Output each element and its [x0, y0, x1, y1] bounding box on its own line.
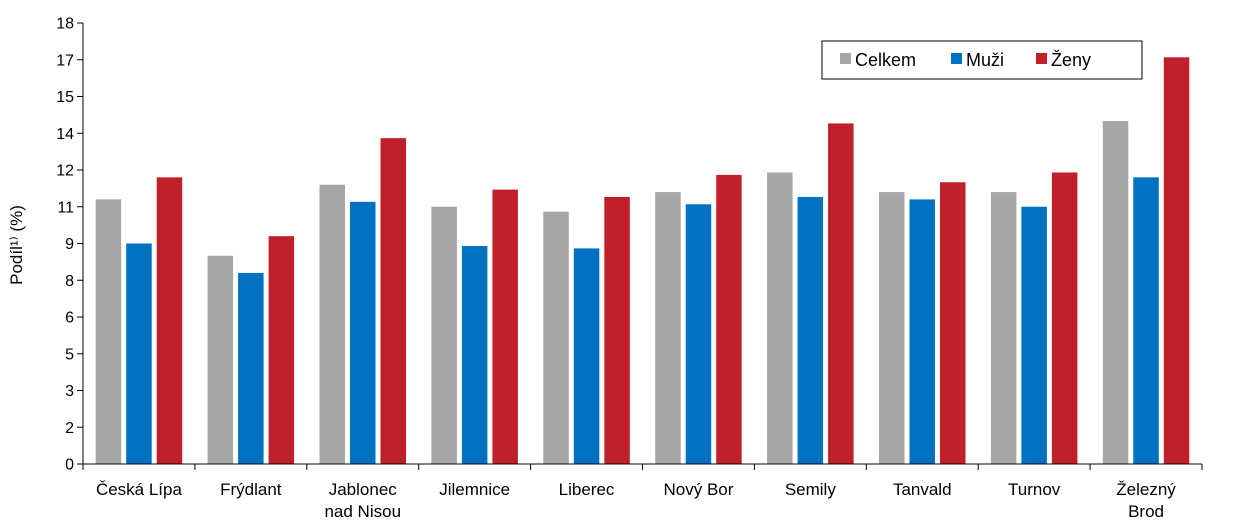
x-category-label-line: Železný — [1116, 480, 1176, 499]
x-axis-labels: Česká Lípa Frýdlant Jablonec nad Nisou Jilem… — [96, 480, 1176, 521]
bar-muži-2 — [238, 272, 264, 464]
bars — [95, 57, 1190, 465]
bar-celkem-8 — [879, 192, 905, 465]
bar-muži-8 — [909, 199, 935, 464]
y-tick-label: 14 — [56, 126, 74, 143]
x-category-label: Česká Lípa — [96, 480, 183, 499]
bar-celkem-9 — [990, 192, 1017, 465]
x-category-label: Liberec — [559, 480, 615, 499]
legend-swatch-muži — [951, 53, 962, 64]
legend-label-ženy: Ženy — [1051, 50, 1091, 70]
y-tick-label: 3 — [65, 383, 74, 400]
legend-swatch-celkem — [840, 53, 851, 64]
bar-celkem-3 — [319, 184, 345, 464]
legend-label-celkem: Celkem — [855, 50, 916, 70]
bar-muži-3 — [350, 201, 376, 464]
y-tick-label: 9 — [65, 236, 74, 253]
y-tick-label: 18 — [56, 16, 74, 33]
bar-celkem-7 — [767, 172, 793, 464]
y-tick-label: 15 — [56, 89, 74, 106]
bar-muži-4 — [461, 245, 488, 464]
x-category-label: Železný Brod — [1116, 480, 1176, 521]
x-category-label-line: Turnov — [1008, 480, 1061, 499]
y-axis-ticks: 0 2 3 5 6 8 9 11 12 14 15 17 18 — [56, 16, 83, 474]
y-tick-label: 12 — [56, 163, 74, 180]
legend-swatch-ženy — [1036, 53, 1047, 64]
bar-muži-5 — [573, 248, 600, 464]
bar-ženy-8 — [940, 182, 966, 464]
y-tick-label: 6 — [65, 310, 74, 327]
bar-muži-6 — [685, 204, 712, 465]
y-tick-label: 17 — [56, 52, 74, 69]
x-category-label-line: Jablonec — [329, 480, 398, 499]
x-category-label: Tanvald — [893, 480, 952, 499]
x-category-label-line: nad Nisou — [324, 502, 401, 521]
bar-ženy-9 — [1051, 172, 1078, 464]
legend-label-muži: Muži — [966, 50, 1004, 70]
legend-box — [821, 40, 1143, 80]
y-tick-label: 0 — [65, 457, 74, 474]
x-category-label-line: Česká Lípa — [96, 480, 183, 499]
bar-muži-7 — [797, 196, 824, 464]
bar-ženy-5 — [604, 196, 630, 464]
x-category-label-line: Tanvald — [893, 480, 952, 499]
axes — [82, 23, 1203, 470]
bar-celkem-10 — [1102, 121, 1129, 464]
bar-muži-9 — [1021, 206, 1047, 464]
bar-ženy-1 — [156, 177, 183, 464]
y-axis-title: Podíl¹⁾ (%) — [7, 205, 26, 285]
x-category-label-line: Liberec — [559, 480, 615, 499]
bar-celkem-4 — [431, 206, 457, 464]
x-category-label: Jilemnice — [439, 480, 510, 499]
bar-celkem-1 — [95, 199, 122, 464]
x-category-label: Nový Bor — [663, 480, 733, 499]
bar-ženy-3 — [380, 138, 406, 464]
bar-celkem-2 — [207, 255, 234, 464]
y-tick-label: 5 — [65, 346, 74, 363]
y-tick-label: 11 — [57, 199, 74, 216]
x-category-label: Jablonec nad Nisou — [324, 480, 401, 521]
x-category-label: Semily — [785, 480, 837, 499]
y-tick-label: 8 — [65, 273, 74, 290]
bar-celkem-6 — [655, 192, 681, 465]
x-category-label-line: Brod — [1128, 502, 1164, 521]
bar-muži-1 — [126, 243, 152, 464]
x-category-label-line: Semily — [785, 480, 837, 499]
bar-ženy-4 — [492, 189, 518, 464]
x-category-label: Frýdlant — [220, 480, 282, 499]
bar-ženy-7 — [828, 123, 854, 464]
x-category-label-line: Nový Bor — [663, 480, 733, 499]
bar-muži-10 — [1133, 177, 1159, 464]
legend: Celkem Muži Ženy — [821, 40, 1143, 80]
bar-ženy-6 — [716, 174, 742, 464]
y-tick-label: 2 — [65, 420, 74, 437]
x-category-label-line: Jilemnice — [439, 480, 510, 499]
bar-celkem-5 — [543, 211, 569, 464]
x-category-label-line: Frýdlant — [220, 480, 282, 499]
bar-ženy-10 — [1163, 57, 1190, 465]
bar-ženy-2 — [268, 236, 295, 464]
x-category-label: Turnov — [1008, 480, 1061, 499]
